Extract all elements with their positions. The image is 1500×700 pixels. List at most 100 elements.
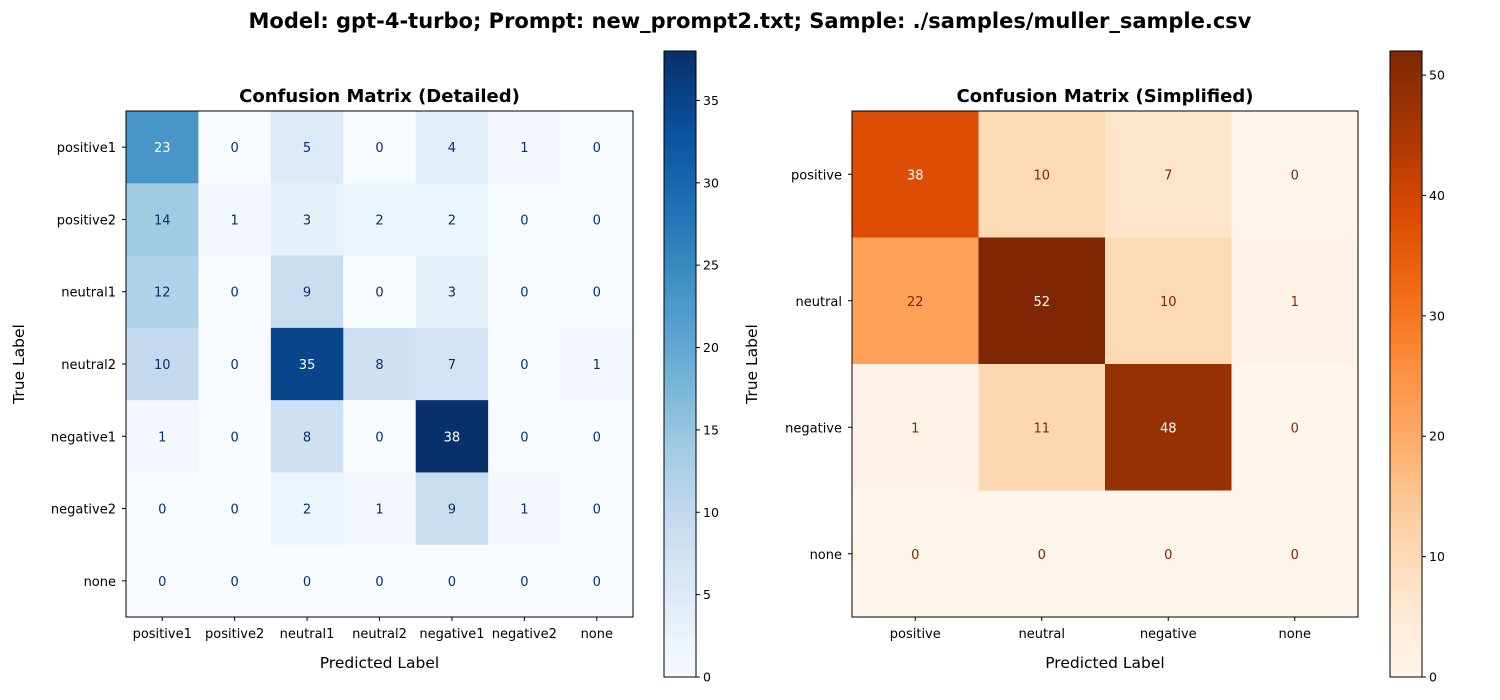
colorbar-band <box>664 71 696 78</box>
colorbar-band <box>1390 494 1422 501</box>
x-tick-label: neutral2 <box>352 627 407 642</box>
heatmap-cell <box>1231 490 1359 618</box>
colorbar-band <box>664 160 696 167</box>
colorbar-band <box>1390 311 1422 318</box>
colorbar-band <box>1390 264 1422 271</box>
colorbar-band <box>664 630 696 636</box>
cell-value-label: 0 <box>520 358 528 373</box>
chart-title: Confusion Matrix (Simplified) <box>957 86 1254 107</box>
colorbar-band <box>664 504 696 511</box>
colorbar-band <box>664 92 696 99</box>
cell-value-label: 8 <box>303 430 311 445</box>
colorbar-band <box>1390 478 1422 485</box>
y-tick-label: none <box>84 575 116 590</box>
y-tick-label: positive1 <box>57 141 116 156</box>
heatmap-cell <box>198 327 272 401</box>
colorbar-band <box>664 666 696 673</box>
colorbar-band <box>664 603 696 610</box>
colorbar-band <box>1390 650 1422 657</box>
heatmap-cell <box>560 400 634 473</box>
heatmap-cell <box>198 111 272 184</box>
cell-value-label: 0 <box>375 141 383 156</box>
heatmap-cell <box>198 544 272 618</box>
cell-value-label: 1 <box>375 503 383 518</box>
colorbar-band <box>664 671 696 678</box>
colorbar-tick-label: 25 <box>703 258 719 273</box>
colorbar-band <box>1390 656 1422 662</box>
colorbar-band <box>1390 228 1422 235</box>
heatmap-cell <box>1105 364 1232 491</box>
cell-value-label: 0 <box>520 213 528 228</box>
x-tick-label: none <box>1279 627 1311 642</box>
colorbar: 0 10 20 30 40 50 <box>1389 50 1445 685</box>
cell-value-label: 0 <box>593 575 601 590</box>
colorbar-band <box>664 343 696 349</box>
x-tick-label: none <box>581 627 613 642</box>
heatmap-cell <box>343 544 417 618</box>
colorbar-band <box>1390 332 1422 339</box>
heatmap-cell <box>1231 237 1359 365</box>
colorbar-tick-label: 30 <box>1429 308 1445 323</box>
colorbar-band <box>664 306 696 313</box>
x-tick-label: neutral <box>1019 627 1066 642</box>
colorbar-band <box>664 97 696 104</box>
colorbar-tick-label: 10 <box>703 505 719 520</box>
x-tick-label: negative2 <box>492 627 557 642</box>
heatmap-cell <box>270 400 344 473</box>
colorbar-band <box>664 129 696 136</box>
colorbar-band <box>1390 306 1422 313</box>
colorbar-frame <box>1389 50 1423 678</box>
x-tick-label: neutral1 <box>280 627 335 642</box>
heatmap-cell <box>488 400 562 473</box>
y-tick-label: negative2 <box>51 503 116 518</box>
heatmap-panel-1: 23 0 5 0 4 1 014 1 3 2 2 0 012 0 9 0 3 0 010 0 35 8 7 0 11 0 8 0 38 0… <box>10 50 719 685</box>
cell-value-label: 0 <box>375 430 383 445</box>
colorbar-band <box>664 650 696 657</box>
colorbar-tick-label: 0 <box>703 670 711 685</box>
chart-title: Confusion Matrix (Detailed) <box>239 86 520 107</box>
heatmap-cell <box>126 472 199 546</box>
colorbar-band <box>664 150 696 156</box>
heatmap-cell <box>198 400 272 473</box>
colorbar-band <box>664 244 696 250</box>
heatmap-cell <box>1105 237 1232 365</box>
colorbar-band <box>664 358 696 365</box>
colorbar-tick-label: 20 <box>703 340 719 355</box>
heatmap-cell <box>270 255 344 329</box>
colorbar-band <box>1390 61 1422 68</box>
colorbar-band <box>1390 645 1422 652</box>
colorbar-band <box>664 645 696 652</box>
colorbar-band <box>664 515 696 522</box>
colorbar-band <box>1390 510 1422 516</box>
y-tick-label: none <box>810 548 842 563</box>
heatmap-cell <box>415 400 489 473</box>
colorbar-band <box>664 463 696 469</box>
colorbar-band <box>664 536 696 542</box>
colorbar-band <box>1390 525 1422 532</box>
colorbar-band <box>1390 280 1422 287</box>
colorbar-band <box>664 489 696 496</box>
colorbar-band <box>664 337 696 344</box>
colorbar-band <box>1390 635 1422 642</box>
colorbar-band <box>1390 390 1422 396</box>
cell-value-label: 0 <box>158 575 166 590</box>
heatmap-cell <box>126 183 199 257</box>
cell-value-label: 10 <box>154 358 171 373</box>
y-tick-label: neutral1 <box>61 286 116 301</box>
colorbar-band <box>1390 181 1422 188</box>
heatmap-cell <box>270 472 344 546</box>
cell-value-label: 22 <box>907 295 924 310</box>
cell-value-label: 0 <box>520 286 528 301</box>
y-axis-label: True Label <box>743 324 761 405</box>
colorbar-band <box>664 144 696 151</box>
colorbar-band <box>1390 186 1422 193</box>
colorbar-band <box>664 254 696 261</box>
cell-value-label: 2 <box>303 503 311 518</box>
colorbar-band <box>1390 249 1422 256</box>
colorbar-band <box>1390 609 1422 615</box>
cell-value-label: 1 <box>1291 295 1299 310</box>
colorbar-band <box>664 353 696 360</box>
colorbar-band <box>664 176 696 183</box>
heatmap-cell <box>415 111 489 184</box>
